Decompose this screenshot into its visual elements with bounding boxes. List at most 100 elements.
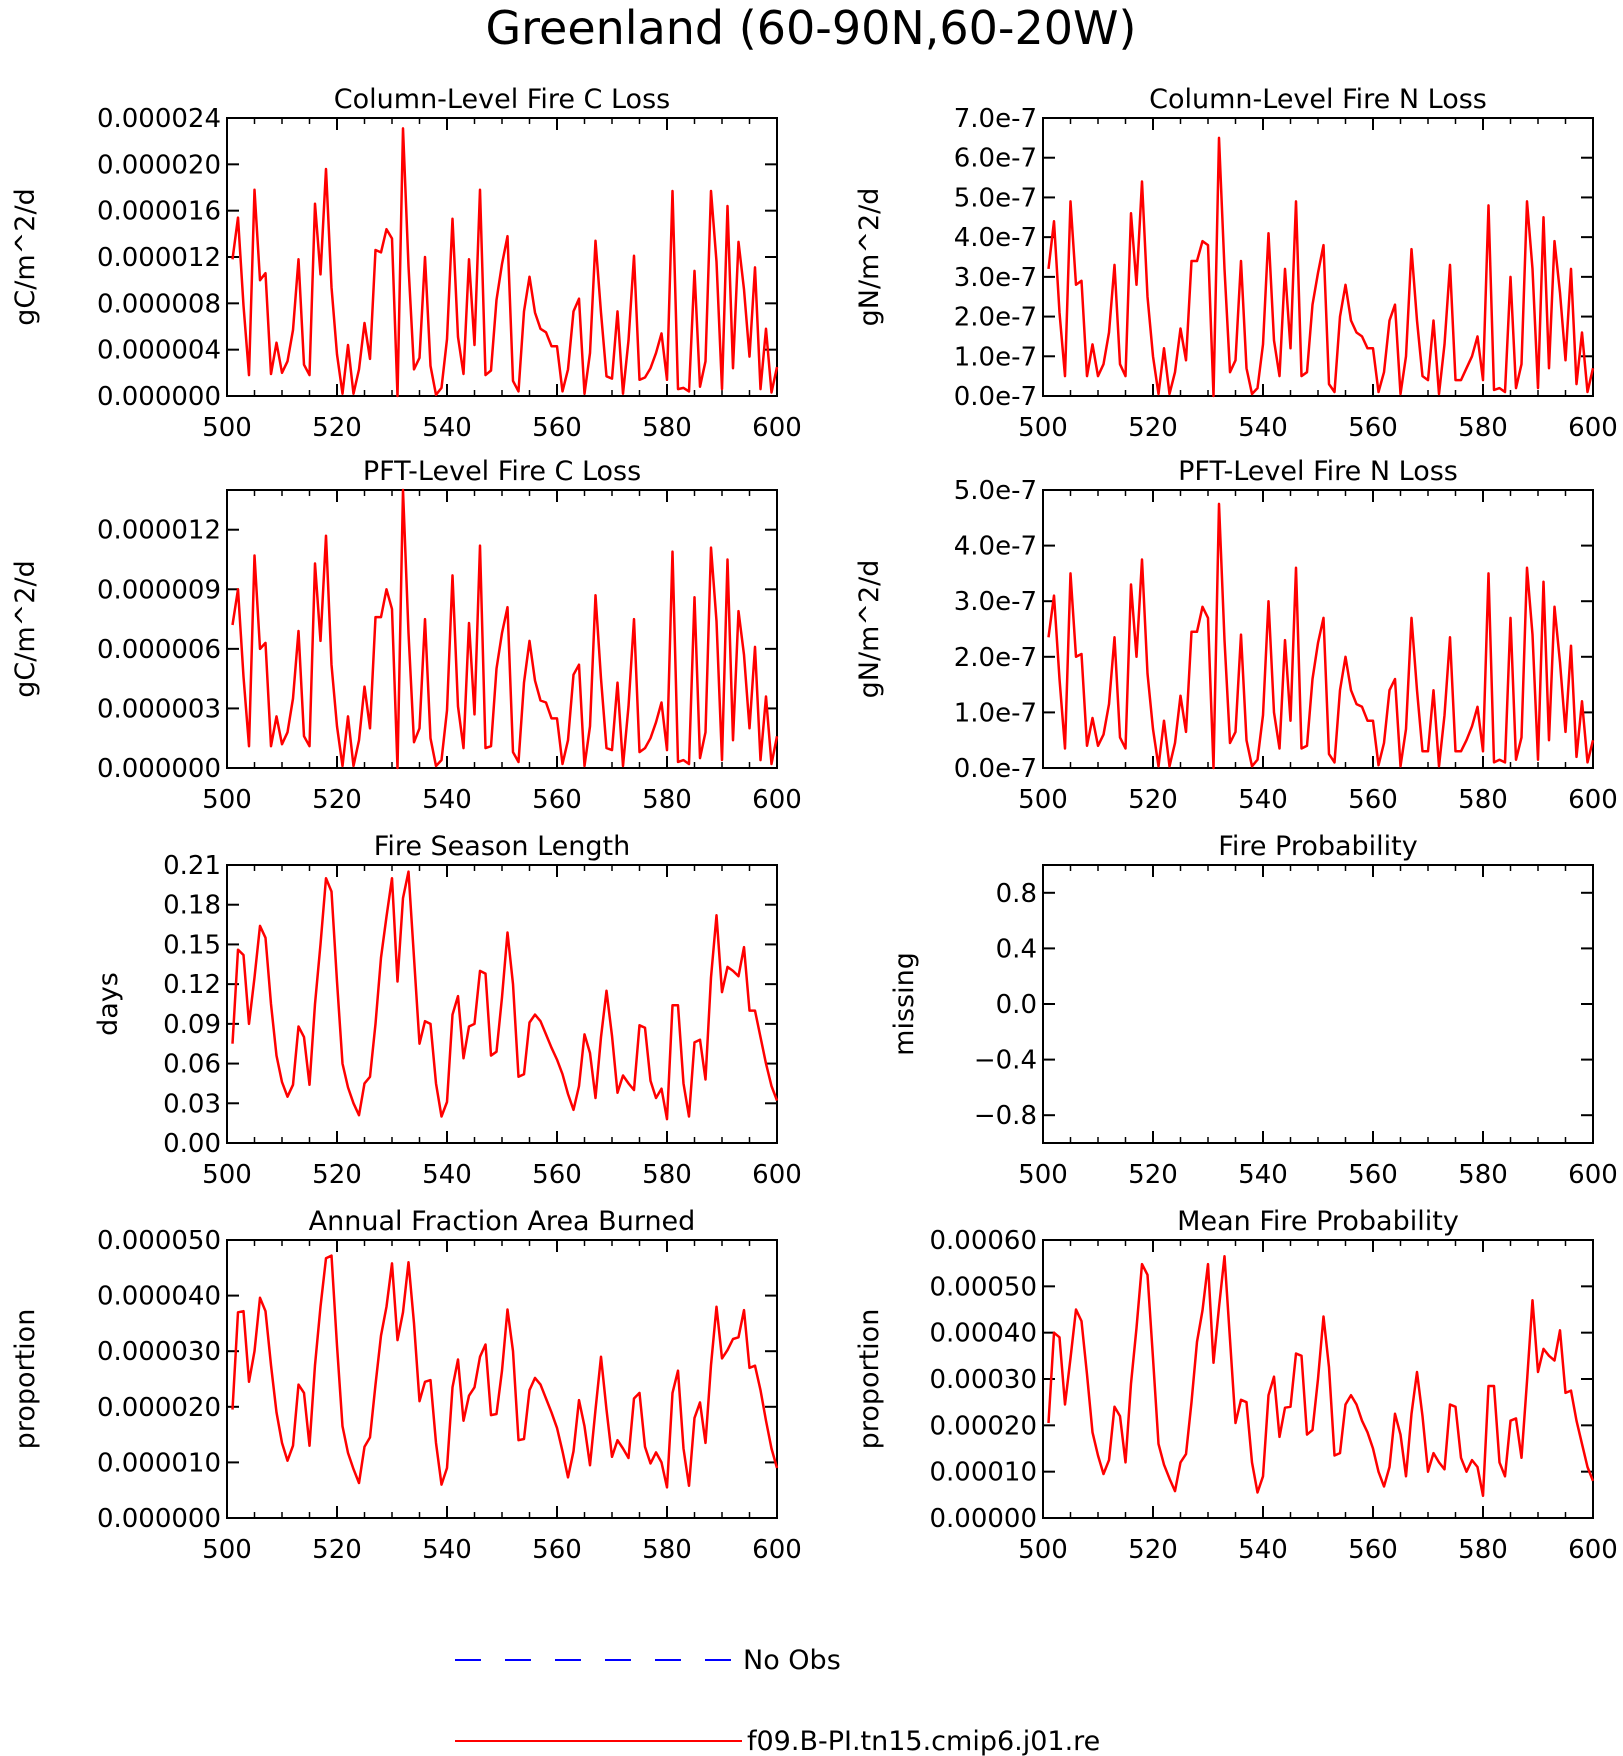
y-tick-label: 6.0e-7 (954, 144, 1037, 174)
panel-title: Annual Fraction Area Burned (309, 1206, 696, 1237)
chart-panel-5: Fire Season Length 500 520 540 560 580 600 0.00… (93, 831, 802, 1190)
x-tick-label: 540 (1238, 413, 1288, 443)
y-tick-label: 5.0e-7 (954, 476, 1037, 506)
panels: Column-Level Fire C Loss 500 520 540 560 580 6… (10, 84, 1618, 1565)
x-tick-label: 600 (752, 785, 802, 815)
y-axis-label: missing (889, 952, 920, 1056)
chart-panel-7: Annual Fraction Area Burned 500 520 540 560 5… (10, 1206, 802, 1565)
x-tick-label: 600 (1568, 785, 1618, 815)
y-tick-label: 0.000004 (97, 336, 221, 366)
legend-obs-label: No Obs (743, 1645, 841, 1676)
y-tick-label: 0.0e-7 (954, 754, 1037, 784)
y-tick-label: 7.0e-7 (954, 104, 1037, 134)
x-tick-label: 540 (422, 1160, 472, 1190)
chart-panel-1: Column-Level Fire C Loss 500 520 540 560 580 6… (10, 84, 802, 443)
x-tick-label: 520 (312, 785, 362, 815)
y-tick-label: 0.000000 (97, 1504, 221, 1534)
x-tick-label: 560 (532, 785, 582, 815)
y-axis-label: gN/m^2/d (854, 188, 885, 327)
x-tick-label: 500 (202, 1160, 252, 1190)
x-tick-label: 600 (752, 413, 802, 443)
y-tick-label: 0.00000 (929, 1504, 1037, 1534)
x-tick-label: 580 (1458, 1535, 1508, 1565)
series-line (231, 870, 779, 1121)
y-axis-label: gC/m^2/d (10, 560, 41, 697)
x-tick-label: 580 (1458, 1160, 1508, 1190)
legend-model-label: f09.B-PI.tn15.cmip6.j01.re (747, 1726, 1100, 1756)
y-tick-label: 0.000012 (97, 243, 221, 273)
y-tick-label: 2.0e-7 (954, 643, 1037, 673)
x-tick-label: 500 (1018, 413, 1068, 443)
y-tick-label: 0.000020 (97, 150, 221, 180)
x-tick-label: 540 (422, 413, 472, 443)
x-tick-label: 500 (202, 413, 252, 443)
x-tick-label: 560 (1348, 785, 1398, 815)
x-tick-label: 520 (312, 1160, 362, 1190)
y-tick-label: 0.00040 (929, 1319, 1037, 1349)
x-tick-label: 540 (1238, 1535, 1288, 1565)
chart-panel-8: Mean Fire Probability 500 520 540 560 580 600 0… (854, 1206, 1618, 1565)
y-tick-label: 0.00050 (929, 1272, 1037, 1302)
y-tick-label: 0.000010 (97, 1448, 221, 1478)
series-line (231, 1254, 779, 1489)
y-tick-label: 0.00060 (929, 1226, 1037, 1256)
y-tick-label: 0.00010 (929, 1458, 1037, 1488)
x-tick-label: 560 (1348, 413, 1398, 443)
y-tick-label: 0.000030 (97, 1337, 221, 1367)
y-tick-label: 5.0e-7 (954, 183, 1037, 213)
chart-panel-2: Column-Level Fire N Loss 500 520 540 560 580 6… (854, 84, 1618, 443)
x-tick-label: 500 (1018, 785, 1068, 815)
y-tick-label: 3.0e-7 (954, 263, 1037, 293)
x-tick-label: 560 (532, 1535, 582, 1565)
y-tick-label: 0.21 (163, 851, 221, 881)
panel-title: PFT-Level Fire N Loss (1178, 456, 1458, 487)
y-tick-label: 0.8 (996, 879, 1037, 909)
figure-title: Greenland (60-90N,60-20W) (486, 1, 1137, 55)
x-tick-label: 600 (752, 1535, 802, 1565)
x-tick-label: 600 (752, 1160, 802, 1190)
y-tick-label: 0.09 (163, 1010, 221, 1040)
chart-panel-4: PFT-Level Fire N Loss 500 520 540 560 580 600 0… (854, 456, 1618, 815)
y-tick-label: −0.8 (974, 1101, 1037, 1131)
series-line (231, 127, 779, 398)
x-tick-label: 500 (1018, 1160, 1068, 1190)
x-tick-label: 600 (1568, 1535, 1618, 1565)
panel-title: Fire Probability (1218, 831, 1418, 862)
x-tick-label: 520 (312, 1535, 362, 1565)
x-tick-label: 560 (532, 413, 582, 443)
x-tick-label: 600 (1568, 413, 1618, 443)
x-tick-label: 500 (1018, 1535, 1068, 1565)
series-line (1047, 136, 1595, 398)
y-tick-label: 0.000003 (97, 694, 221, 724)
y-tick-label: 3.0e-7 (954, 587, 1037, 617)
x-tick-label: 580 (642, 1535, 692, 1565)
y-axis-label: proportion (10, 1309, 41, 1450)
legend-entry-model: f09.B-PI.tn15.cmip6.j01.re (455, 1726, 1100, 1756)
x-tick-label: 500 (202, 785, 252, 815)
y-tick-label: −0.4 (974, 1046, 1037, 1076)
x-tick-label: 560 (1348, 1160, 1398, 1190)
y-tick-label: 0.000050 (97, 1226, 221, 1256)
series-line (1047, 502, 1595, 770)
panel-title: Column-Level Fire N Loss (1149, 84, 1487, 115)
y-tick-label: 0.000040 (97, 1282, 221, 1312)
x-tick-label: 520 (1128, 413, 1178, 443)
y-tick-label: 0.000016 (97, 197, 221, 227)
y-tick-label: 0.00020 (929, 1411, 1037, 1441)
y-tick-label: 0.000012 (97, 516, 221, 546)
y-tick-label: 4.0e-7 (954, 223, 1037, 253)
legend: No Obs f09.B-PI.tn15.cmip6.j01.re (455, 1645, 1100, 1756)
x-tick-label: 560 (1348, 1535, 1398, 1565)
y-tick-label: 0.000006 (97, 635, 221, 665)
panel-title: PFT-Level Fire C Loss (363, 456, 641, 487)
x-tick-label: 520 (312, 413, 362, 443)
x-tick-label: 580 (1458, 785, 1508, 815)
y-tick-label: 0.15 (163, 930, 221, 960)
y-tick-label: 0.03 (163, 1089, 221, 1119)
series-line (231, 488, 779, 770)
y-tick-label: 1.0e-7 (954, 698, 1037, 728)
panel-title: Mean Fire Probability (1177, 1206, 1459, 1237)
y-tick-label: 0.000000 (97, 754, 221, 784)
